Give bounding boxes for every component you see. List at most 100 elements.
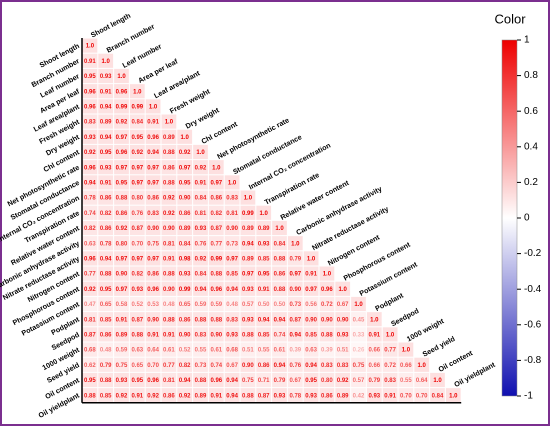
cell <box>161 281 177 296</box>
cell <box>145 296 161 312</box>
cell <box>208 266 224 281</box>
cell-label: 0.91 <box>147 120 159 126</box>
cell <box>208 220 224 236</box>
cell <box>129 388 145 403</box>
cell-label: 0.89 <box>337 393 349 399</box>
cell <box>82 327 98 342</box>
cell-label: 0.85 <box>258 256 270 262</box>
cell-label: 0.86 <box>163 393 175 399</box>
cell-label: 0.89 <box>100 120 112 126</box>
cell-label: 1.0 <box>228 180 237 186</box>
column-label: Podplant <box>373 290 405 313</box>
cell <box>303 281 319 296</box>
cell-label: 0.99 <box>242 211 254 217</box>
cell-label: 0.65 <box>131 363 143 369</box>
cell <box>161 190 177 205</box>
colorbar-tick-label: -1 <box>524 391 533 402</box>
cell-label: 0.89 <box>195 393 207 399</box>
cell <box>114 327 129 342</box>
cell-label: 0.64 <box>147 348 159 354</box>
cell <box>98 312 114 327</box>
cell <box>256 327 272 342</box>
cell-label: 0.55 <box>195 348 207 354</box>
cell <box>145 236 161 251</box>
cell <box>335 372 351 388</box>
cell <box>382 372 398 388</box>
cell <box>240 251 256 266</box>
cell <box>82 296 98 312</box>
cell-label: 0.78 <box>289 393 301 399</box>
cell-label: 0.96 <box>84 104 96 110</box>
cell-label: 0.97 <box>131 256 143 262</box>
cell-label: 0.88 <box>100 272 112 278</box>
cell <box>82 38 98 53</box>
cell-label: 0.86 <box>274 272 286 278</box>
cell <box>366 357 382 372</box>
cell-label: 0.94 <box>179 378 191 384</box>
cell <box>208 327 224 342</box>
cell <box>193 160 208 175</box>
cell <box>351 312 366 327</box>
cell-label: 0.93 <box>337 332 349 338</box>
cell-label: 0.81 <box>163 378 175 384</box>
cell-label: 0.59 <box>210 302 222 308</box>
cell-label: 0.96 <box>210 287 222 293</box>
cell <box>145 327 161 342</box>
cell <box>272 266 287 281</box>
cell <box>224 296 240 312</box>
cell <box>82 266 98 281</box>
cell-label: 0.77 <box>163 363 175 369</box>
cell <box>208 281 224 296</box>
cell <box>82 190 98 205</box>
cell-label: 0.97 <box>147 180 159 186</box>
cell <box>319 327 335 342</box>
cell-label: 0.93 <box>242 287 254 293</box>
cell-label: 0.63 <box>131 348 143 354</box>
cell <box>224 388 240 403</box>
cell-label: 1.0 <box>449 393 458 399</box>
cell <box>98 236 114 251</box>
cell-label: 0.68 <box>84 348 96 354</box>
cell <box>145 312 161 327</box>
cell <box>114 296 129 312</box>
cell-label: 0.82 <box>210 211 222 217</box>
cell <box>335 357 351 372</box>
cell-label: 0.97 <box>147 165 159 171</box>
cell-label: 0.93 <box>305 393 317 399</box>
column-label: Seed yield <box>421 334 457 359</box>
cell <box>398 342 414 357</box>
cell <box>208 205 224 220</box>
colorbar <box>501 39 518 397</box>
cell <box>272 281 287 296</box>
cell <box>114 236 129 251</box>
cell-label: 0.96 <box>147 135 159 141</box>
cell-label: 1.0 <box>212 165 221 171</box>
cell <box>351 327 366 342</box>
cell <box>303 357 319 372</box>
cell <box>240 205 256 220</box>
cell-label: 0.82 <box>84 226 96 232</box>
cell <box>82 99 98 114</box>
cell-label: 0.73 <box>226 241 238 247</box>
cell-label: 0.76 <box>131 211 143 217</box>
cell-label: 0.45 <box>353 317 365 323</box>
cell <box>82 357 98 372</box>
cell-label: 0.70 <box>131 241 143 247</box>
cell <box>129 114 145 129</box>
cell <box>145 129 161 144</box>
cell-label: 0.88 <box>210 272 222 278</box>
cell-label: 0.94 <box>274 363 286 369</box>
cell-label: 0.86 <box>163 165 175 171</box>
cell-label: 0.80 <box>321 378 333 384</box>
cell-label: 0.39 <box>321 348 333 354</box>
cell-label: 0.93 <box>84 135 96 141</box>
cell <box>161 266 177 281</box>
cell <box>224 342 240 357</box>
cell <box>98 190 114 205</box>
cell <box>98 296 114 312</box>
cell-label: 1.0 <box>275 226 284 232</box>
cell <box>177 160 193 175</box>
cell-label: 0.96 <box>147 287 159 293</box>
cell <box>98 114 114 129</box>
cell <box>161 312 177 327</box>
